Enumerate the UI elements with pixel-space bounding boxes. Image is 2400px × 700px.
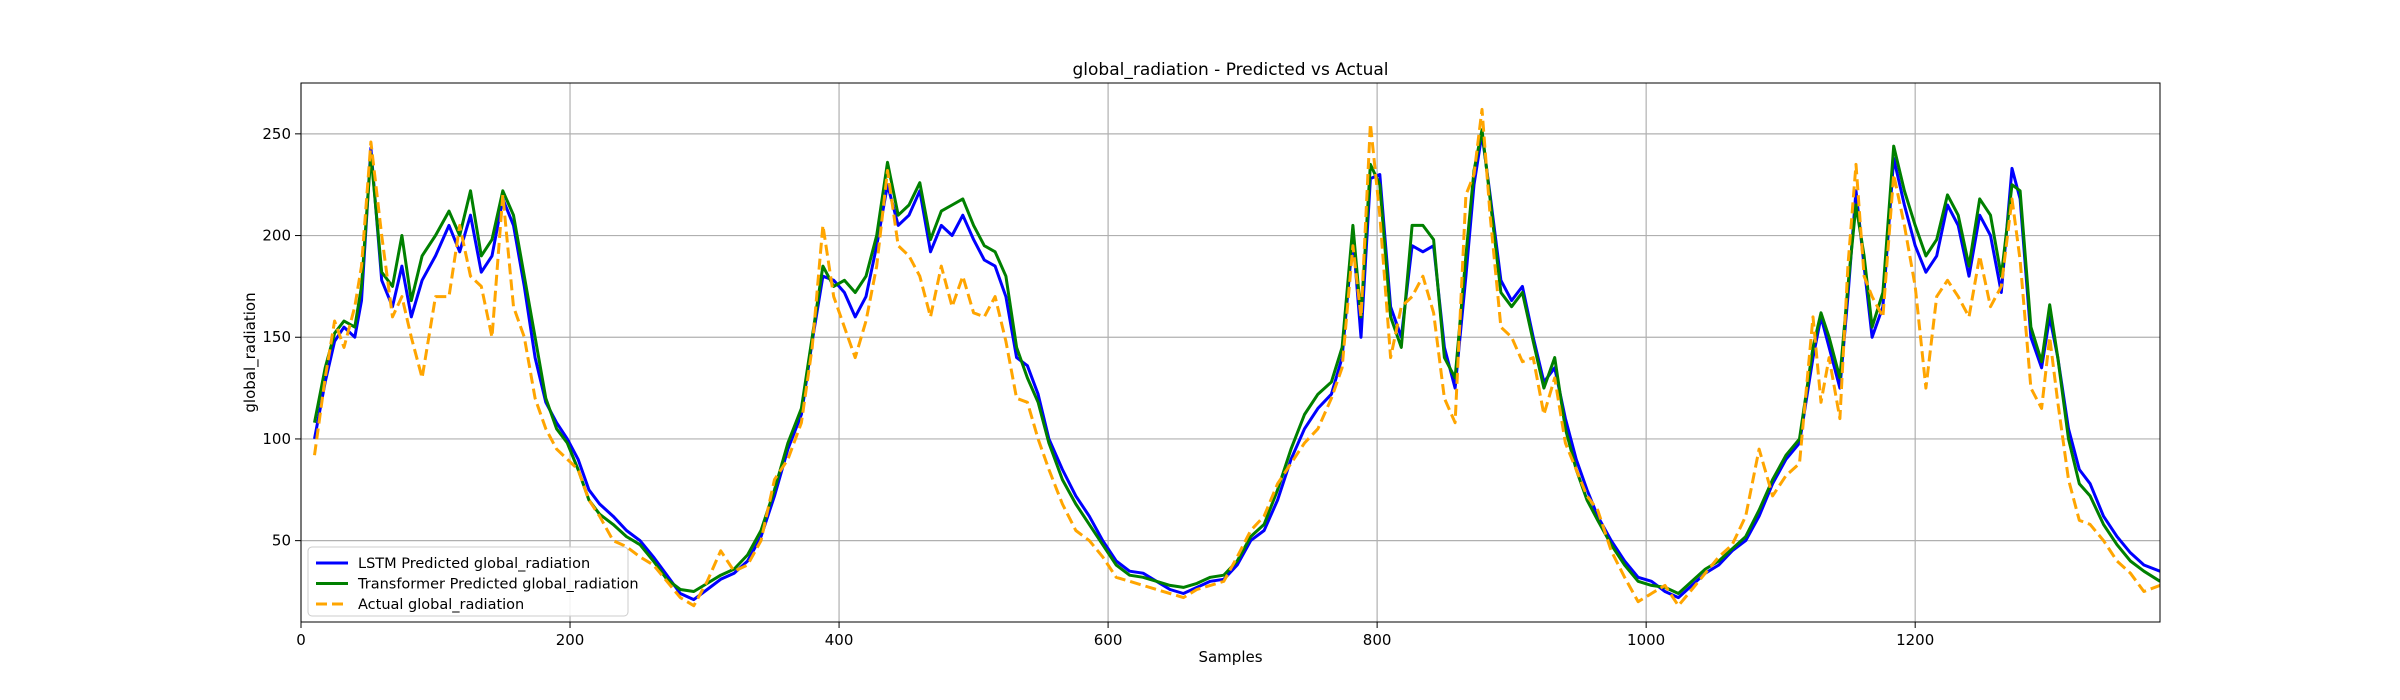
y-axis-label: global_radiation [241, 292, 260, 412]
y-axis: 50 100 150 200 250 [262, 125, 301, 550]
legend: LSTM Predicted global_radiation Transform… [307, 546, 639, 617]
y-tick-label: 250 [262, 125, 291, 143]
x-axis: 0 200 400 600 800 1000 1200 [296, 622, 1934, 649]
x-tick-label: 400 [825, 631, 854, 649]
legend-entry: LSTM Predicted global_radiation [358, 556, 590, 572]
x-tick-label: 1000 [1627, 631, 1665, 649]
chart-title: global_radiation - Predicted vs Actual [1073, 60, 1389, 80]
x-tick-label: 0 [296, 631, 306, 649]
x-tick-label: 1200 [1896, 631, 1934, 649]
x-tick-label: 200 [556, 631, 585, 649]
x-axis-label: Samples [1198, 648, 1262, 666]
y-tick-label: 50 [272, 532, 291, 550]
series-line-2 [313, 107, 2160, 608]
y-tick-label: 150 [262, 328, 291, 346]
x-tick-label: 600 [1094, 631, 1123, 649]
legend-entry: Transformer Predicted global_radiation [357, 577, 639, 593]
y-tick-label: 200 [262, 227, 291, 245]
y-tick-label: 100 [262, 430, 291, 448]
legend-box [307, 546, 629, 617]
plot-frame [300, 82, 2161, 623]
x-tick-label: 800 [1363, 631, 1392, 649]
series-line-1 [313, 128, 2160, 595]
plot-lines [313, 107, 2160, 608]
legend-entry: Actual global_radiation [358, 597, 524, 613]
